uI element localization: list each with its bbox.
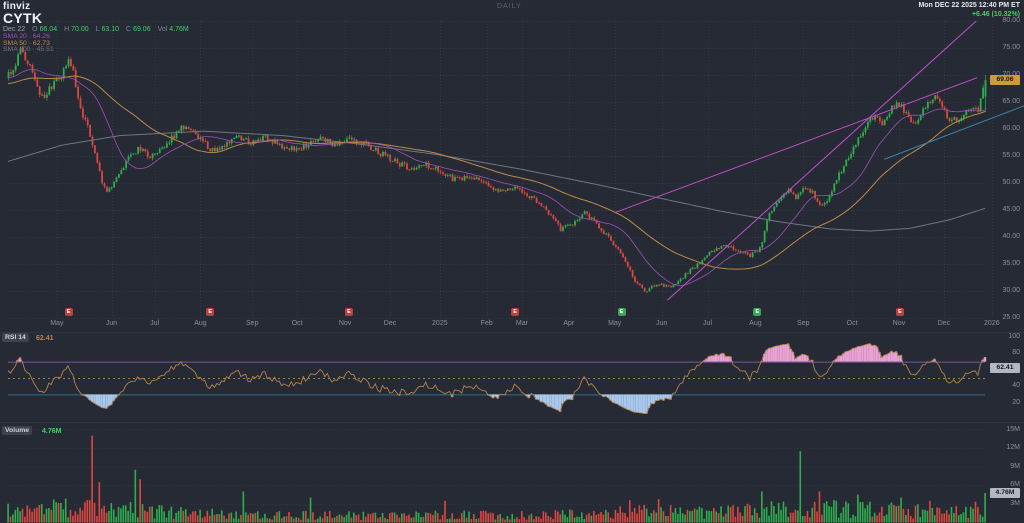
price-tick-label: 65.00 bbox=[1002, 98, 1020, 105]
month-label: Feb bbox=[480, 320, 493, 327]
change-label: +6.46 (10.32%) bbox=[971, 11, 1020, 18]
open-label: O bbox=[32, 26, 38, 33]
month-label: Jul bbox=[150, 320, 160, 327]
earnings-badge[interactable]: E bbox=[206, 308, 215, 316]
low-value: 63.10 bbox=[101, 26, 120, 33]
rsi-value-box: 62.41 bbox=[990, 362, 1020, 373]
rsi-tick-label: 20 bbox=[1012, 398, 1020, 406]
sma200-legend: SMA 200 · 45.51 bbox=[3, 46, 54, 53]
price-tick-label: 50.00 bbox=[1002, 179, 1020, 186]
earnings-badge[interactable]: E bbox=[896, 308, 904, 316]
rsi-tick-label: 100 bbox=[1008, 333, 1020, 340]
month-label: Dec bbox=[937, 320, 951, 327]
month-label: Nov bbox=[338, 320, 352, 327]
volume-label-chip[interactable]: Volume bbox=[2, 426, 33, 435]
month-label: 2026 bbox=[984, 320, 1000, 327]
month-label: Aug bbox=[749, 320, 762, 327]
price-tick-label: 60.00 bbox=[1002, 125, 1020, 132]
quote-line: Dec 22 O 66.04 H 70.00 L 63.10 C 69.06 Vol 4.… bbox=[3, 26, 189, 33]
month-label: Aug bbox=[194, 320, 207, 327]
earnings-badge[interactable]: E bbox=[64, 308, 73, 316]
earnings-badge[interactable]: E bbox=[344, 308, 353, 316]
month-label: Jun bbox=[105, 320, 118, 327]
close-value: 69.06 bbox=[133, 26, 151, 33]
volume-value-box: 4.76M bbox=[990, 487, 1020, 498]
sma50-legend: SMA 50 · 62.73 bbox=[3, 40, 50, 47]
close-label: C bbox=[126, 26, 132, 33]
rsi-tick-label: 40 bbox=[1012, 382, 1020, 390]
rsi-label-chip[interactable]: RSI 14 bbox=[2, 333, 29, 342]
sma50-sep: · bbox=[28, 39, 31, 47]
price-tick-label: 25.00 bbox=[1002, 314, 1020, 321]
month-label: Sep bbox=[246, 320, 259, 327]
volume-label: Vol bbox=[157, 26, 168, 33]
low-label: L bbox=[95, 26, 100, 33]
rsi-tick-label: 80 bbox=[1012, 349, 1020, 357]
month-label: Jul bbox=[703, 320, 712, 327]
volume-tick-label: 3M bbox=[1010, 499, 1020, 507]
month-label: Nov bbox=[892, 320, 906, 327]
volume-quote-value: 4.76M bbox=[169, 26, 189, 33]
month-label: Mar bbox=[515, 320, 528, 327]
open-value: 66.04 bbox=[39, 26, 58, 33]
price-tick-label: 40.00 bbox=[1002, 233, 1020, 240]
month-label: Oct bbox=[846, 320, 858, 327]
price-tick-label: 30.00 bbox=[1002, 287, 1020, 294]
volume-tick-label: 12M bbox=[1006, 444, 1020, 452]
sma20-label: SMA 20 bbox=[3, 33, 27, 40]
ticker-symbol: CYTK bbox=[3, 10, 43, 26]
price-tick-label: 45.00 bbox=[1002, 206, 1020, 213]
earnings-badge[interactable]: E bbox=[617, 308, 626, 316]
high-value: 70.00 bbox=[71, 26, 89, 33]
sma200-sep: · bbox=[32, 46, 35, 53]
price-tick-label: 75.00 bbox=[1002, 44, 1020, 51]
month-label: 2025 bbox=[432, 320, 448, 327]
quote-date: Dec 22 bbox=[3, 26, 26, 33]
month-label: May bbox=[50, 320, 64, 327]
month-label: May bbox=[608, 320, 622, 327]
month-label: Oct bbox=[291, 320, 303, 327]
month-label: Apr bbox=[563, 320, 575, 327]
earnings-badge[interactable]: E bbox=[511, 308, 520, 316]
price-tick-label: 70.00 bbox=[996, 71, 1020, 78]
volume-value: 4.76M bbox=[42, 427, 62, 435]
sma20-legend: SMA 20 · 64.26 bbox=[3, 33, 50, 40]
timeframe-watermark: DAILY bbox=[497, 3, 522, 10]
month-label: Jun bbox=[655, 320, 668, 327]
price-tick-label: 55.00 bbox=[1002, 152, 1020, 159]
earnings-badge[interactable]: E bbox=[753, 308, 762, 316]
sma50-value: 62.73 bbox=[32, 39, 50, 47]
sma20-sep: · bbox=[28, 33, 31, 40]
price-tick-label: 80.00 bbox=[1002, 17, 1020, 24]
volume-tick-label: 9M bbox=[1010, 462, 1020, 470]
volume-tick-label: 15M bbox=[1006, 425, 1020, 433]
datetime-label: Mon DEC 22 2025 12:40 PM ET bbox=[918, 2, 1020, 9]
sma50-label: SMA 50 bbox=[3, 39, 27, 47]
sma200-label: SMA 200 bbox=[3, 46, 31, 53]
month-label: Dec bbox=[383, 320, 397, 327]
current-price-box: 69.06 bbox=[990, 75, 1020, 86]
price-tick-label: 35.00 bbox=[1002, 260, 1020, 267]
month-label: Sep bbox=[797, 320, 810, 327]
sma20-value: 64.26 bbox=[32, 33, 50, 40]
sma200-value: 45.51 bbox=[36, 46, 54, 53]
finviz-logo[interactable]: finviz bbox=[3, 1, 31, 12]
rsi-value: 62.41 bbox=[36, 334, 54, 342]
volume-tick-label: 6M bbox=[1010, 481, 1020, 489]
high-label: H bbox=[64, 26, 70, 33]
